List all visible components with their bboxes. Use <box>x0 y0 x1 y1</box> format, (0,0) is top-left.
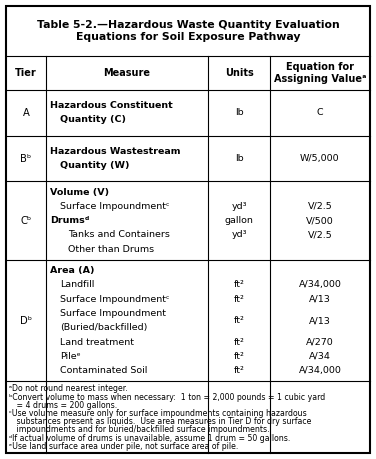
Text: ᵃDo not round nearest integer.: ᵃDo not round nearest integer. <box>9 384 128 393</box>
Text: Drumsᵈ: Drumsᵈ <box>50 216 89 225</box>
Text: V/500: V/500 <box>306 216 334 225</box>
Text: A/270: A/270 <box>306 338 334 347</box>
Text: Landfill: Landfill <box>60 280 94 290</box>
Text: Hazardous Wastestream: Hazardous Wastestream <box>50 147 180 156</box>
Text: yd³: yd³ <box>231 202 247 211</box>
Text: Pileᵉ: Pileᵉ <box>60 352 80 361</box>
Text: A: A <box>23 108 29 118</box>
Text: Measure: Measure <box>103 68 150 78</box>
Text: = 4 drums = 200 gallons.: = 4 drums = 200 gallons. <box>9 401 117 410</box>
Text: lb: lb <box>235 108 243 118</box>
Text: A/34: A/34 <box>309 352 331 361</box>
Text: W/5,000: W/5,000 <box>300 154 340 163</box>
Text: ᵉUse land surface area under pile, not surface area of pile.: ᵉUse land surface area under pile, not s… <box>9 442 238 451</box>
Text: Tanks and Containers: Tanks and Containers <box>68 230 170 240</box>
Text: impoundments and for buried/backfilled surface impoundments.: impoundments and for buried/backfilled s… <box>9 425 270 434</box>
Text: Cᵇ: Cᵇ <box>20 216 32 226</box>
Text: lb: lb <box>235 154 243 163</box>
Text: (Buried/backfilled): (Buried/backfilled) <box>60 323 147 332</box>
Text: ft²: ft² <box>233 316 244 325</box>
Text: Hazardous Constituent: Hazardous Constituent <box>50 101 173 110</box>
Text: ft²: ft² <box>233 352 244 361</box>
Text: Quantity (C): Quantity (C) <box>60 116 126 124</box>
Text: Table 5-2.—Hazardous Waste Quantity Evaluation
Equations for Soil Exposure Pathw: Table 5-2.—Hazardous Waste Quantity Eval… <box>36 20 340 42</box>
Text: Equation for
Assigning Valueᵃ: Equation for Assigning Valueᵃ <box>274 62 366 84</box>
Text: Volume (V): Volume (V) <box>50 188 109 196</box>
Text: ᵇConvert volume to mass when necessary:  1 ton = 2,000 pounds = 1 cubic yard: ᵇConvert volume to mass when necessary: … <box>9 392 325 402</box>
Text: Contaminated Soil: Contaminated Soil <box>60 366 147 375</box>
Text: Bᵇ: Bᵇ <box>20 154 32 163</box>
Text: ft²: ft² <box>233 366 244 375</box>
Text: V/2.5: V/2.5 <box>308 230 332 240</box>
Text: Area (A): Area (A) <box>50 266 94 275</box>
Text: Quantity (W): Quantity (W) <box>60 161 129 170</box>
Text: Tier: Tier <box>15 68 37 78</box>
Text: Dᵇ: Dᵇ <box>20 316 32 326</box>
Text: Surface Impoundmentᶜ: Surface Impoundmentᶜ <box>60 202 170 211</box>
Text: ft²: ft² <box>233 295 244 304</box>
Text: A/34,000: A/34,000 <box>299 280 341 290</box>
Text: ft²: ft² <box>233 338 244 347</box>
Text: A/13: A/13 <box>309 316 331 325</box>
Text: substances present as liquids.  Use area measures in Tier D for dry surface: substances present as liquids. Use area … <box>9 417 311 426</box>
Text: Surface Impoundmentᶜ: Surface Impoundmentᶜ <box>60 295 170 304</box>
Text: Land treatment: Land treatment <box>60 338 134 347</box>
Text: Other than Drums: Other than Drums <box>68 245 154 254</box>
Text: A/34,000: A/34,000 <box>299 366 341 375</box>
Text: Surface Impoundment: Surface Impoundment <box>60 309 166 318</box>
Text: ᵈIf actual volume of drums is unavailable, assume 1 drum = 50 gallons.: ᵈIf actual volume of drums is unavailabl… <box>9 434 290 442</box>
Text: Units: Units <box>224 68 253 78</box>
Text: V/2.5: V/2.5 <box>308 202 332 211</box>
Text: A/13: A/13 <box>309 295 331 304</box>
Text: ft²: ft² <box>233 280 244 290</box>
Text: gallon: gallon <box>224 216 253 225</box>
Text: ᶜUse volume measure only for surface impoundments containing hazardous: ᶜUse volume measure only for surface imp… <box>9 409 307 418</box>
Text: yd³: yd³ <box>231 230 247 240</box>
Text: C: C <box>317 108 323 118</box>
